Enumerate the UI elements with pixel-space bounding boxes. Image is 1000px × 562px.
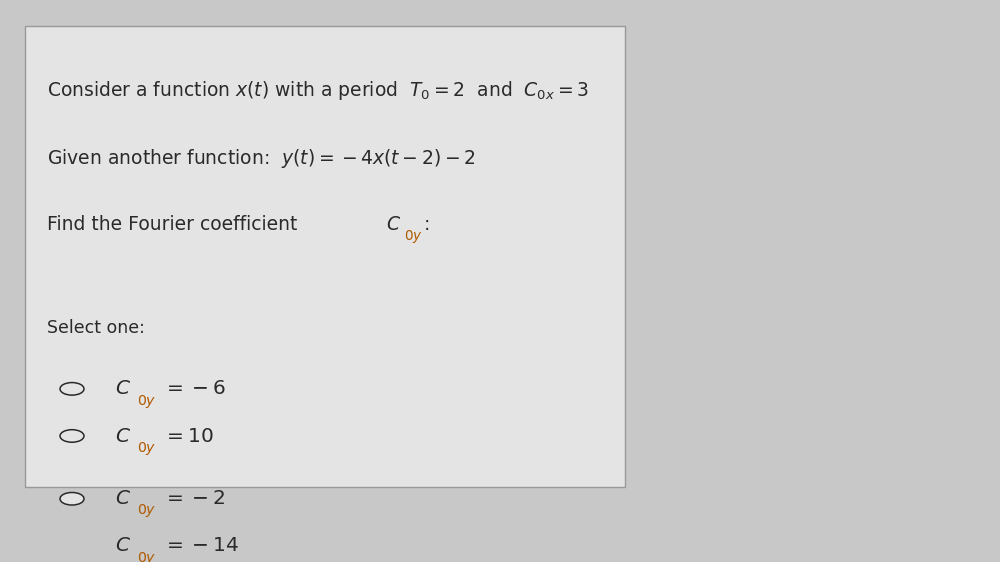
Text: Find the Fourier coefficient: Find the Fourier coefficient [47, 215, 309, 234]
Text: $C$: $C$ [386, 215, 401, 234]
Text: Given another function:  $\mathit{y}(\mathit{t}) = -4\mathit{x}(\mathit{t}-2)-2$: Given another function: $\mathit{y}(\mat… [47, 147, 475, 170]
Text: $C$: $C$ [115, 537, 131, 555]
Circle shape [60, 383, 84, 395]
Text: Select one:: Select one: [47, 319, 145, 337]
Text: $= 10$: $= 10$ [163, 427, 214, 446]
Text: $0y$: $0y$ [404, 228, 422, 244]
Text: $= -6$: $= -6$ [163, 379, 226, 398]
Text: :: : [424, 215, 430, 234]
Circle shape [60, 430, 84, 442]
Text: $= -14$: $= -14$ [163, 537, 239, 555]
Text: $0y$: $0y$ [137, 439, 157, 456]
Text: $0y$: $0y$ [137, 550, 157, 562]
Text: $0y$: $0y$ [137, 502, 157, 519]
Text: $= -2$: $= -2$ [163, 490, 225, 509]
FancyBboxPatch shape [25, 26, 625, 487]
Text: $0y$: $0y$ [137, 392, 157, 410]
Text: $C$: $C$ [115, 427, 131, 446]
Circle shape [60, 540, 84, 552]
Circle shape [60, 492, 84, 505]
Text: $C$: $C$ [115, 490, 131, 509]
Text: $C$: $C$ [115, 379, 131, 398]
Text: Consider a function $\mathit{x}(\mathit{t})$ with a period  $\mathit{T}_0 = 2$  : Consider a function $\mathit{x}(\mathit{… [47, 79, 589, 102]
